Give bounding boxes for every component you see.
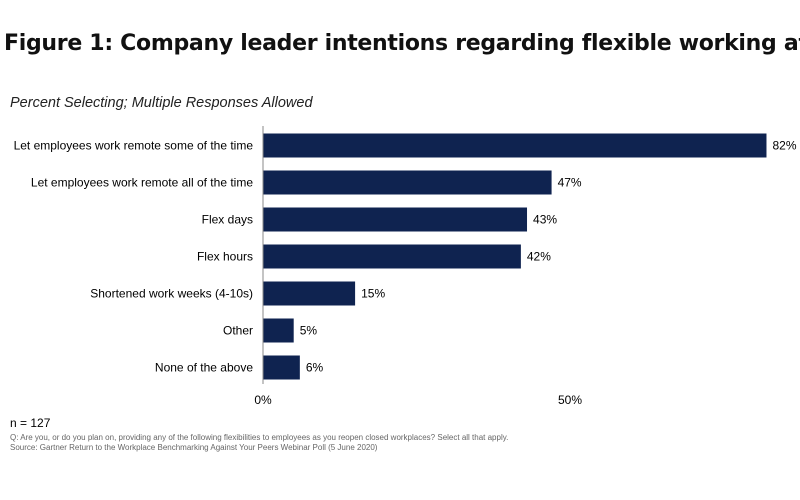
x-tick-label-0: 0% bbox=[254, 393, 272, 407]
chart-subtitle: Percent Selecting; Multiple Responses Al… bbox=[10, 95, 313, 111]
value-label-5: 5% bbox=[300, 324, 318, 338]
x-tick-label-1: 50% bbox=[558, 393, 582, 407]
category-label-0: Let employees work remote some of the ti… bbox=[14, 139, 254, 153]
category-label-6: None of the above bbox=[155, 361, 253, 375]
category-label-3: Flex hours bbox=[197, 250, 253, 264]
value-label-4: 15% bbox=[361, 287, 385, 301]
bar-4 bbox=[263, 281, 356, 306]
category-label-5: Other bbox=[223, 324, 253, 338]
bar-1 bbox=[263, 170, 552, 195]
bar-2 bbox=[263, 207, 528, 232]
category-label-4: Shortened work weeks (4-10s) bbox=[90, 287, 253, 301]
bar-0 bbox=[263, 133, 767, 158]
value-label-2: 43% bbox=[533, 213, 557, 227]
source-note: Source: Gartner Return to the Workplace … bbox=[10, 443, 378, 452]
category-label-1: Let employees work remote all of the tim… bbox=[31, 176, 253, 190]
value-label-6: 6% bbox=[306, 361, 324, 375]
chart-title: Figure 1: Company leader intentions rega… bbox=[4, 31, 800, 56]
sample-size-label: n = 127 bbox=[10, 416, 51, 430]
value-label-0: 82% bbox=[772, 139, 796, 153]
category-label-2: Flex days bbox=[202, 213, 253, 227]
bar-6 bbox=[263, 355, 300, 380]
bar-5 bbox=[263, 318, 294, 343]
value-label-3: 42% bbox=[527, 250, 551, 264]
bar-3 bbox=[263, 244, 521, 269]
value-label-1: 47% bbox=[558, 176, 582, 190]
question-note: Q: Are you, or do you plan on, providing… bbox=[10, 433, 509, 442]
